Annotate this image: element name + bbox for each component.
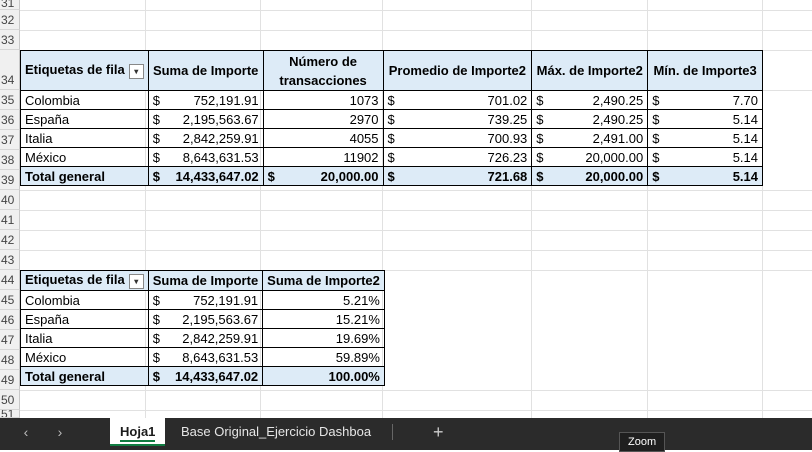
header-suma-importe[interactable]: Suma de Importe [147, 270, 264, 291]
cell-min[interactable]: $5.14 [647, 128, 763, 148]
row-header[interactable]: 32 [0, 10, 20, 30]
header-row-labels[interactable]: Etiquetas de fila ▾ [20, 270, 149, 291]
cell-max[interactable]: $2,491.00 [531, 128, 649, 148]
header-suma-importe[interactable]: Suma de Importe [147, 50, 264, 91]
table-row: España $2,195,563.67 2970 $739.25 $2,490… [20, 109, 763, 129]
total-label[interactable]: Total general [20, 366, 149, 386]
row-header[interactable]: 35 [0, 90, 20, 110]
total-prom[interactable]: $721.68 [382, 166, 533, 186]
cell-pct[interactable]: 19.69% [262, 328, 385, 348]
cell-pct[interactable]: 59.89% [262, 347, 385, 367]
cell-prom[interactable]: $700.93 [382, 128, 533, 148]
cell-suma[interactable]: $2,195,563.67 [147, 109, 264, 129]
table-row: Italia $2,842,259.91 4055 $700.93 $2,491… [20, 128, 763, 148]
row-header[interactable]: 40 [0, 190, 20, 210]
total-max[interactable]: $20,000.00 [531, 166, 649, 186]
header-min[interactable]: Mín. de Importe3 [647, 50, 763, 91]
row-header[interactable]: 49 [0, 370, 20, 390]
header-max[interactable]: Máx. de Importe2 [531, 50, 649, 91]
cell-suma[interactable]: $752,191.91 [147, 290, 264, 310]
cell-suma[interactable]: $2,842,259.91 [147, 328, 264, 348]
row-header[interactable]: 33 [0, 30, 20, 50]
row-header[interactable]: 38 [0, 150, 20, 170]
header-num-transacciones[interactable]: Número de transacciones [262, 50, 384, 91]
cell-suma[interactable]: $2,842,259.91 [147, 128, 264, 148]
total-suma[interactable]: $14,433,647.02 [147, 366, 264, 386]
tab-divider [392, 424, 393, 440]
filter-dropdown-icon[interactable]: ▾ [128, 273, 144, 289]
cell-num[interactable]: 11902 [262, 147, 384, 167]
cell-prom[interactable]: $726.23 [382, 147, 533, 167]
cell-suma[interactable]: $2,195,563.67 [147, 309, 264, 329]
row-label[interactable]: México [20, 347, 149, 367]
table-row: México $8,643,631.53 11902 $726.23 $20,0… [20, 147, 763, 167]
zoom-tooltip: Zoom [619, 432, 666, 452]
row-header[interactable]: 31 [0, 0, 20, 10]
row-header[interactable]: 36 [0, 110, 20, 130]
row-header[interactable]: 37 [0, 130, 20, 150]
row-header[interactable]: 50 [0, 390, 20, 410]
row-label[interactable]: España [20, 309, 149, 329]
row-label[interactable]: Colombia [20, 90, 149, 110]
chevron-left-icon[interactable]: ‹ [23, 424, 29, 440]
total-num[interactable]: $20,000.00 [262, 166, 384, 186]
cell-prom[interactable]: $701.02 [382, 90, 533, 110]
sheet-tab-base-original[interactable]: Base Original_Ejercicio Dashboa [181, 424, 372, 439]
cell-min[interactable]: $7.70 [647, 90, 763, 110]
table-row: México $8,643,631.53 59.89% [20, 347, 385, 367]
spreadsheet-grid[interactable]: 31 32 33 34 35 36 37 38 39 40 41 42 43 4… [0, 0, 812, 418]
pivot-table-summary[interactable]: Etiquetas de fila ▾ Suma de Importe Númer… [20, 50, 763, 186]
cell-num[interactable]: 1073 [262, 90, 384, 110]
row-label[interactable]: Italia [20, 128, 149, 148]
table-row: España $2,195,563.67 15.21% [20, 309, 385, 329]
total-suma[interactable]: $14,433,647.02 [147, 166, 264, 186]
header-promedio[interactable]: Promedio de Importe2 [382, 50, 533, 91]
row-label[interactable]: España [20, 109, 149, 129]
chevron-right-icon[interactable]: › [57, 424, 63, 440]
grid-columns [20, 0, 812, 418]
row-header[interactable]: 48 [0, 350, 20, 370]
cell-prom[interactable]: $739.25 [382, 109, 533, 129]
cell-max[interactable]: $2,490.25 [531, 109, 649, 129]
header-row-labels[interactable]: Etiquetas de fila ▾ [20, 50, 149, 91]
sheet-tab-hoja1[interactable]: Hoja1 [110, 418, 166, 446]
sheet-tab-bar: ‹ › Hoja1 Base Original_Ejercicio Dashbo… [0, 418, 812, 450]
pivot-table-percentages[interactable]: Etiquetas de fila ▾ Suma de Importe Suma … [20, 270, 385, 386]
row-header[interactable]: 41 [0, 210, 20, 230]
table-row: Colombia $752,191.91 5.21% [20, 290, 385, 310]
cell-num[interactable]: 4055 [262, 128, 384, 148]
cell-max[interactable]: $2,490.25 [531, 90, 649, 110]
row-header[interactable]: 34 [0, 50, 20, 90]
table-row: Italia $2,842,259.91 19.69% [20, 328, 385, 348]
table-row: Colombia $752,191.91 1073 $701.02 $2,490… [20, 90, 763, 110]
total-min[interactable]: $5.14 [647, 166, 763, 186]
row-header[interactable]: 45 [0, 290, 20, 310]
row-label[interactable]: México [20, 147, 149, 167]
cell-min[interactable]: $5.14 [647, 147, 763, 167]
cell-min[interactable]: $5.14 [647, 109, 763, 129]
row-label[interactable]: Italia [20, 328, 149, 348]
header-suma-importe2[interactable]: Suma de Importe2 [262, 270, 385, 291]
row-header[interactable]: 46 [0, 310, 20, 330]
row-label[interactable]: Colombia [20, 290, 149, 310]
cell-max[interactable]: $20,000.00 [531, 147, 649, 167]
row-header[interactable]: 44 [0, 270, 20, 290]
total-label[interactable]: Total general [20, 166, 149, 186]
cell-pct[interactable]: 15.21% [262, 309, 385, 329]
cell-num[interactable]: 2970 [262, 109, 384, 129]
row-header[interactable]: 42 [0, 230, 20, 250]
total-row: Total general $14,433,647.02 $20,000.00 … [20, 166, 763, 186]
cell-suma[interactable]: $752,191.91 [147, 90, 264, 110]
row-header[interactable]: 47 [0, 330, 20, 350]
total-row: Total general $14,433,647.02 100.00% [20, 366, 385, 386]
cell-suma[interactable]: $8,643,631.53 [147, 347, 264, 367]
row-header[interactable]: 51 [0, 410, 20, 418]
add-sheet-icon[interactable]: + [433, 422, 444, 442]
cell-suma[interactable]: $8,643,631.53 [147, 147, 264, 167]
row-header[interactable]: 43 [0, 250, 20, 270]
cell-pct[interactable]: 5.21% [262, 290, 385, 310]
filter-dropdown-icon[interactable]: ▾ [128, 63, 144, 79]
total-pct[interactable]: 100.00% [262, 366, 385, 386]
row-header[interactable]: 39 [0, 170, 20, 190]
